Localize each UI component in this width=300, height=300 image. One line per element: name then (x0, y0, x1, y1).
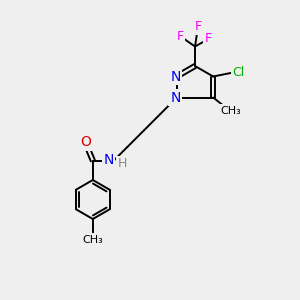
Text: CH₃: CH₃ (82, 235, 103, 245)
Text: N: N (170, 70, 181, 83)
Text: N: N (170, 91, 181, 104)
Text: Cl: Cl (232, 65, 245, 79)
Text: N: N (103, 154, 114, 167)
Text: CH₃: CH₃ (221, 106, 242, 116)
Text: O: O (80, 136, 91, 149)
Text: F: F (194, 20, 202, 34)
Text: F: F (205, 32, 212, 46)
Text: F: F (176, 29, 184, 43)
Text: H: H (118, 157, 127, 170)
